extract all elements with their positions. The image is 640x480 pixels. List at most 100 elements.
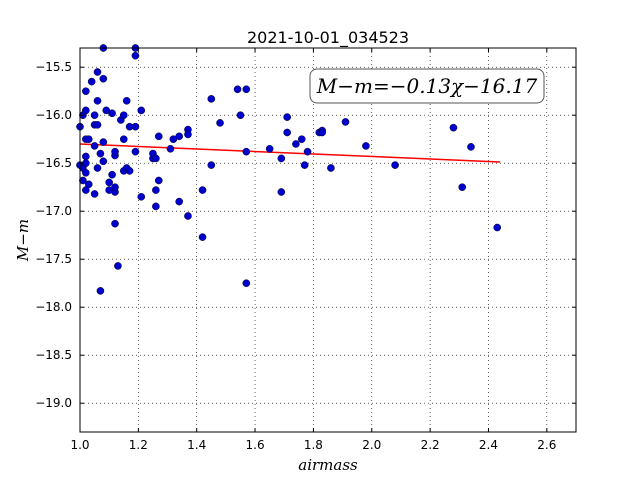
data-point — [82, 152, 90, 161]
grid-lines — [80, 48, 576, 432]
data-point — [327, 164, 335, 172]
data-point — [108, 109, 116, 118]
data-point — [90, 111, 99, 119]
data-point — [82, 168, 90, 177]
x-tick-label: 1.8 — [304, 438, 323, 452]
y-tick-label: −16.5 — [35, 156, 72, 170]
data-point — [90, 190, 99, 198]
annotation-box — [309, 68, 545, 104]
fit-line — [79, 143, 501, 163]
data-point — [125, 167, 134, 175]
plot-frame — [79, 47, 577, 433]
data-point — [90, 142, 99, 150]
data-point — [111, 183, 119, 191]
x-axis-ticks: 1.0 1.2 1.4 1.6 1.8 2.0 2.2 2.4 2.6 — [70, 48, 556, 452]
x-tick-label: 2.4 — [479, 438, 498, 452]
data-point — [87, 77, 96, 86]
chart-title: 2021-10-01_034523 — [247, 28, 409, 48]
data-point — [93, 121, 102, 129]
data-point — [467, 143, 475, 151]
data-point — [175, 197, 183, 206]
data-point — [111, 219, 119, 228]
data-point — [236, 111, 245, 119]
data-point — [297, 135, 306, 143]
y-axis-ticks: −15.5 −16.0 −16.5 −17.0 −17.5 −18.0 −18.5 −19.0 — [35, 60, 576, 410]
data-point — [242, 147, 251, 156]
data-point — [152, 154, 160, 163]
data-point — [105, 178, 113, 187]
data-point — [493, 223, 502, 232]
fit-annotation: M−m=−0.13χ−16.17 — [309, 68, 545, 104]
data-point — [362, 142, 370, 150]
data-point — [152, 186, 160, 194]
x-tick-label: 1.4 — [187, 438, 206, 452]
data-point — [154, 132, 163, 141]
data-point — [137, 192, 146, 201]
annotation-text: M−m=−0.13χ−16.17 — [316, 74, 538, 98]
data-point — [84, 180, 93, 189]
y-tick-label: −18.5 — [35, 348, 72, 362]
y-axis-label: M−m — [14, 219, 32, 262]
y-tick-label: −19.0 — [35, 396, 72, 410]
data-point — [131, 51, 140, 60]
data-point — [300, 161, 309, 169]
data-point — [198, 186, 207, 194]
x-tick-label: 1.0 — [70, 438, 89, 452]
data-point — [283, 128, 291, 137]
data-point — [111, 147, 119, 156]
x-tick-label: 2.0 — [362, 438, 381, 452]
data-point — [96, 149, 105, 158]
data-point — [242, 279, 251, 288]
y-tick-label: −16.0 — [35, 108, 72, 122]
data-point — [458, 183, 467, 191]
x-tick-label: 1.6 — [246, 438, 265, 452]
y-tick-label: −18.0 — [35, 300, 72, 314]
data-point — [96, 287, 105, 295]
data-point — [341, 118, 350, 126]
data-point — [175, 132, 183, 141]
data-point — [184, 130, 192, 139]
data-point — [277, 154, 286, 163]
data-point — [93, 97, 102, 105]
data-point — [154, 176, 163, 185]
data-point — [216, 119, 224, 127]
data-point — [283, 113, 291, 121]
data-point — [318, 128, 326, 137]
x-tick-label: 2.6 — [537, 438, 556, 452]
x-tick-label: 1.2 — [129, 438, 148, 452]
y-tick-label: −17.5 — [35, 252, 72, 266]
data-point — [265, 144, 274, 153]
data-point — [119, 135, 128, 143]
data-point — [82, 87, 90, 95]
x-axis-label: airmass — [298, 456, 358, 474]
data-point — [152, 202, 160, 211]
data-point — [79, 176, 87, 185]
data-point — [99, 74, 108, 83]
data-point — [93, 68, 102, 76]
fit-line-group — [79, 143, 501, 163]
x-tick-label: 2.2 — [421, 438, 440, 452]
data-point — [131, 147, 140, 156]
plot-area — [80, 48, 576, 432]
data-point — [108, 170, 116, 179]
data-point — [303, 147, 312, 156]
data-point — [82, 106, 90, 115]
data-point — [93, 164, 102, 172]
data-point — [122, 97, 131, 105]
data-point — [114, 262, 122, 270]
data-point — [207, 95, 216, 103]
data-point — [391, 161, 399, 169]
data-point — [233, 85, 242, 94]
y-tick-label: −15.5 — [35, 60, 72, 74]
data-point — [84, 135, 93, 143]
data-point — [131, 122, 140, 131]
data-point — [99, 157, 108, 166]
data-point — [137, 106, 146, 115]
data-point — [242, 85, 251, 94]
data-point — [449, 123, 458, 132]
data-point — [99, 138, 108, 146]
data-point — [292, 140, 300, 148]
data-point — [207, 161, 216, 169]
data-point — [198, 233, 207, 241]
